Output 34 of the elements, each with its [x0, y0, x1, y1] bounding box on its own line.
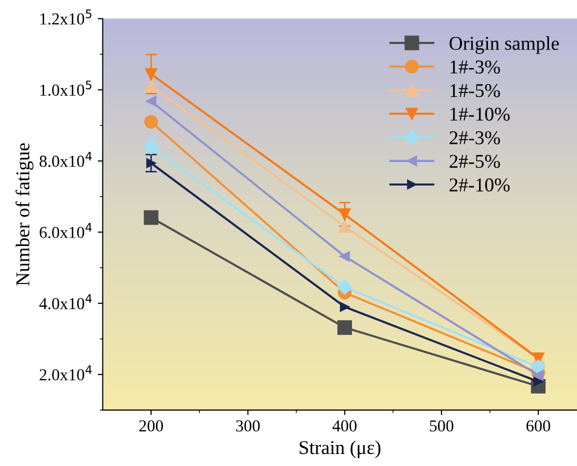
point: [146, 158, 156, 168]
x-tick-label: 300: [236, 420, 260, 432]
y-tick-label: 1.2x10$^{5}$: [40, 10, 92, 25]
point: [337, 279, 352, 295]
x-tick-label: 200: [139, 420, 163, 432]
point: [144, 114, 158, 129]
x-tick-label: 500: [430, 420, 454, 432]
point: [533, 370, 544, 380]
legend-label: 1#-10%: [450, 108, 510, 121]
legend-label: 1#-3%: [450, 60, 500, 74]
y-tick-label: 1.0x10$^{5}$: [40, 80, 92, 96]
point: [338, 220, 352, 233]
point: [145, 68, 158, 80]
y-tick-label: 2.0x10$^{4}$: [40, 365, 92, 381]
point: [337, 320, 352, 335]
legend-label: Origin sample: [450, 36, 559, 54]
point: [339, 251, 350, 262]
legend-label: 2#-5%: [450, 154, 500, 168]
point: [144, 79, 158, 92]
legend-label: 2#-3%: [450, 131, 500, 144]
y-tick-label: 8.0x10$^{4}$: [40, 152, 92, 167]
point: [146, 96, 156, 106]
x-tick-label: 400: [332, 420, 357, 432]
point: [144, 210, 158, 225]
y-tick-label: 6.0x10$^{4}$: [40, 223, 92, 238]
point: [338, 208, 351, 220]
y-tick-label: 4.0x10$^{4}$: [39, 294, 92, 310]
legend-label: 2#-10%: [450, 178, 510, 192]
x-axis-title: Strain (με): [300, 440, 380, 458]
y-axis-title: Number of fatigue: [16, 143, 34, 286]
point: [530, 359, 546, 375]
point: [340, 302, 350, 312]
legend-label: 1#-5%: [450, 84, 500, 98]
x-tick-label: 600: [526, 420, 550, 432]
